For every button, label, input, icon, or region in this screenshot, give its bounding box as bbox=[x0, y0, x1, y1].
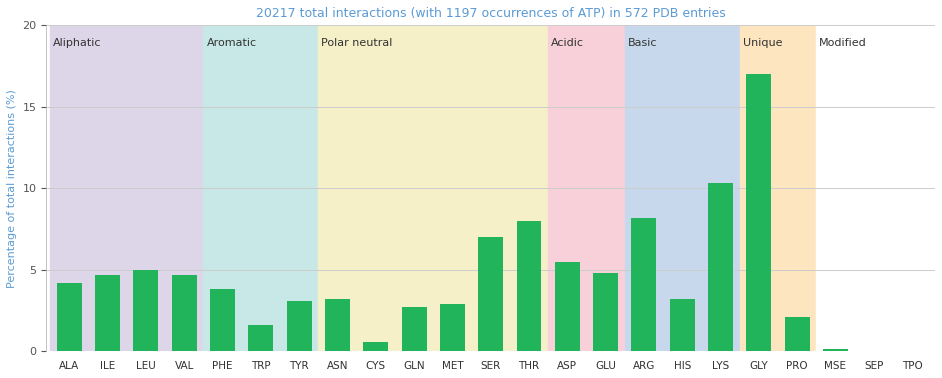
Bar bbox=[325, 299, 349, 351]
Text: Aliphatic: Aliphatic bbox=[54, 38, 102, 48]
Bar bbox=[401, 307, 427, 351]
Bar bbox=[516, 221, 542, 351]
Bar bbox=[785, 317, 809, 351]
Bar bbox=[479, 237, 503, 351]
Bar bbox=[171, 275, 197, 351]
Bar bbox=[364, 342, 388, 351]
Bar bbox=[286, 301, 312, 351]
Bar bbox=[548, 25, 625, 351]
Bar bbox=[746, 74, 771, 351]
Bar bbox=[593, 273, 618, 351]
Bar bbox=[210, 290, 235, 351]
Bar bbox=[57, 283, 82, 351]
Bar bbox=[900, 350, 924, 351]
Bar bbox=[861, 350, 886, 351]
Bar bbox=[95, 275, 120, 351]
Bar bbox=[134, 270, 158, 351]
Bar bbox=[670, 299, 694, 351]
Y-axis label: Percentage of total interactions (%): Percentage of total interactions (%) bbox=[7, 89, 17, 288]
Bar bbox=[203, 25, 318, 351]
Text: Aromatic: Aromatic bbox=[206, 38, 256, 48]
Bar bbox=[631, 218, 657, 351]
Bar bbox=[50, 25, 203, 351]
Bar bbox=[318, 25, 548, 351]
Bar bbox=[708, 183, 733, 351]
Bar bbox=[625, 25, 739, 351]
Bar bbox=[823, 349, 848, 351]
Title: 20217 total interactions (with 1197 occurrences of ATP) in 572 PDB entries: 20217 total interactions (with 1197 occu… bbox=[256, 7, 725, 20]
Bar bbox=[440, 304, 464, 351]
Bar bbox=[817, 25, 932, 351]
Text: Acidic: Acidic bbox=[551, 38, 584, 48]
Bar bbox=[555, 262, 579, 351]
Text: Basic: Basic bbox=[627, 38, 658, 48]
Bar bbox=[249, 325, 273, 351]
Bar bbox=[739, 25, 817, 351]
Text: Modified: Modified bbox=[820, 38, 868, 48]
Text: Unique: Unique bbox=[742, 38, 782, 48]
Text: Polar neutral: Polar neutral bbox=[321, 38, 393, 48]
